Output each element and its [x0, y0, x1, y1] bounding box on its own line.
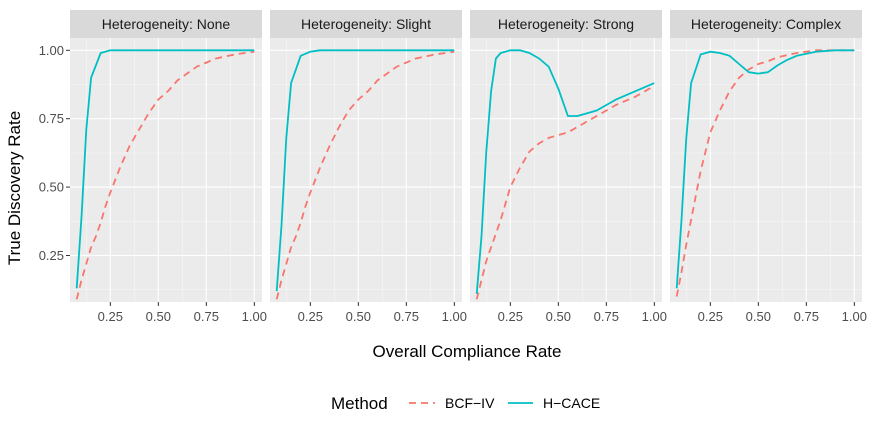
- legend-label-bcf-iv: BCF−IV: [445, 395, 495, 411]
- x-tick-label: 1.00: [242, 309, 267, 324]
- series-line-h-cace: [275, 49, 455, 292]
- x-tick-label: 1.00: [442, 309, 467, 324]
- legend: Method BCF−IV H−CACE: [331, 394, 600, 413]
- y-tick-label: 0.25: [39, 248, 64, 263]
- panel-background: [470, 38, 662, 302]
- facet-panel-none: Heterogeneity: None 0.25 0.50 0.75 1.00: [70, 10, 267, 324]
- facet-title: Heterogeneity: Complex: [691, 16, 841, 32]
- series-line-bcf-iv: [275, 50, 455, 300]
- x-tick-label: 0.25: [298, 309, 323, 324]
- facet-strip: [270, 10, 462, 38]
- facet-title: Heterogeneity: Slight: [301, 16, 431, 32]
- x-tick-label: 0.50: [346, 309, 371, 324]
- facet-panels: 0.25 0.50 0.75 1.00 Heterogeneity: None 0.25 0…: [39, 10, 867, 324]
- x-tick-label: 0.75: [394, 309, 419, 324]
- x-tick-label: 1.00: [842, 309, 867, 324]
- facet-strip: [670, 10, 862, 38]
- y-tick-label: 1.00: [39, 43, 64, 58]
- facet-title: Heterogeneity: Strong: [498, 16, 634, 32]
- facet-strip: [470, 10, 662, 38]
- panel-background: [670, 38, 862, 302]
- x-tick-label: 0.50: [546, 309, 571, 324]
- y-tick-label: 0.50: [39, 180, 64, 195]
- facet-panel-complex: Heterogeneity: Complex 0.25 0.50 0.75 1.00: [670, 10, 867, 324]
- x-tick-label: 0.25: [698, 309, 723, 324]
- x-axis-title: Overall Compliance Rate: [373, 342, 562, 361]
- y-tick-label: 0.75: [39, 111, 64, 126]
- series-line-h-cace: [75, 49, 255, 289]
- y-axis-title: True Discovery Rate: [5, 111, 24, 265]
- legend-label-h-cace: H−CACE: [543, 395, 600, 411]
- facet-strip: [70, 10, 262, 38]
- x-tick-label: 0.75: [794, 309, 819, 324]
- legend-title: Method: [331, 394, 388, 413]
- facet-panel-strong: Heterogeneity: Strong 0.25 0.50 0.75 1.00: [470, 10, 667, 324]
- facet-title: Heterogeneity: None: [102, 16, 231, 32]
- panel-background: [270, 38, 462, 302]
- series-line-h-cace: [675, 49, 855, 289]
- series-line-bcf-iv: [675, 49, 855, 297]
- panel-background: [70, 38, 262, 302]
- x-tick-label: 0.25: [498, 309, 523, 324]
- x-tick-label: 0.75: [594, 309, 619, 324]
- facet-panel-slight: Heterogeneity: Slight 0.25 0.50 0.75 1.00: [270, 10, 467, 324]
- x-tick-label: 0.50: [146, 309, 171, 324]
- x-tick-label: 0.50: [746, 309, 771, 324]
- x-tick-label: 1.00: [642, 309, 667, 324]
- x-tick-label: 0.75: [194, 309, 219, 324]
- series-line-h-cace: [475, 49, 655, 294]
- series-line-bcf-iv: [475, 85, 655, 300]
- x-tick-label: 0.25: [98, 309, 123, 324]
- series-line-bcf-iv: [75, 50, 255, 300]
